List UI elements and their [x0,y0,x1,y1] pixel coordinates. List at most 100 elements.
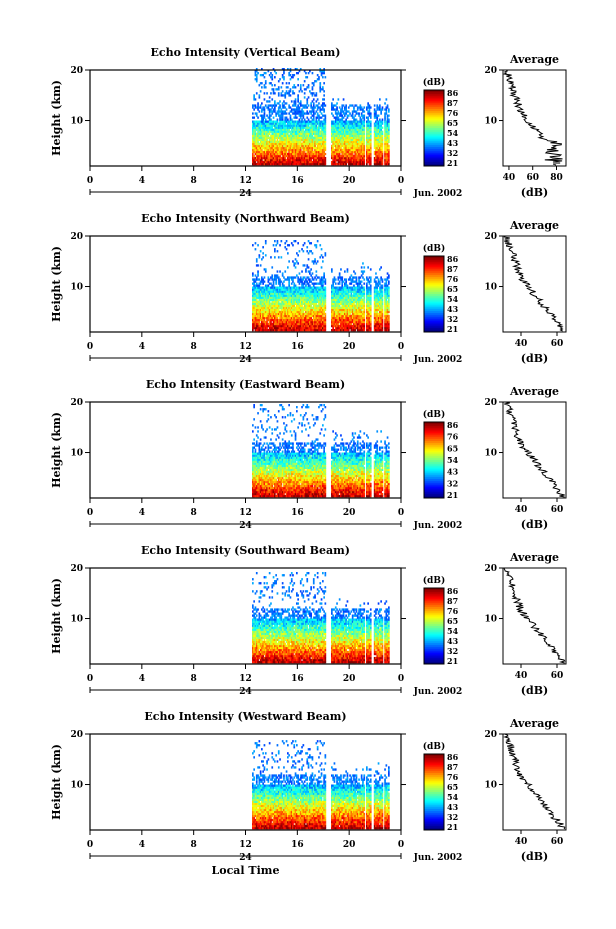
heatmap-cell [323,70,325,73]
heatmap-cell [298,70,301,73]
heatmap-cell [258,298,261,301]
heatmap-cell [252,304,254,307]
heatmap-cell [254,274,257,277]
heatmap-cell [296,138,298,141]
heatmap-cell [303,302,306,305]
heatmap-cell [314,298,316,301]
heatmap-cell [385,140,388,143]
heatmap-cell [253,142,255,146]
heatmap-cell [259,142,262,146]
heatmap-cell [324,322,327,326]
heatmap-cell [366,156,368,160]
heatmap-cell [333,126,336,129]
heatmap-cell [299,144,302,148]
heatmap-cell [298,286,301,289]
heatmap-cell [268,320,271,324]
heatmap-cell [341,132,344,135]
heatmap-cell [285,324,288,328]
heatmap-cell [279,144,281,148]
heatmap-cell [264,300,267,303]
heatmap-cell [259,282,262,285]
heatmap-cell [369,122,372,125]
heatmap-cell [318,326,320,330]
heatmap-cell [356,128,359,131]
heatmap-cell [261,298,263,301]
colorbar-tick-label: 54 [447,128,459,138]
heatmap-cell [305,308,307,312]
heatmap-cell [272,326,275,330]
heatmap-cell [276,300,279,303]
heatmap-cell [377,126,380,129]
heatmap-cell [299,130,302,133]
heatmap-cell [275,326,277,330]
heatmap-cell [294,132,297,135]
heatmap-cell [353,310,355,314]
heatmap-cell [257,138,259,141]
heatmap-cell [358,278,360,281]
heatmap-cell [292,300,294,303]
heatmap-cell [254,324,257,328]
heatmap-cell [323,134,325,137]
heatmap-cell [281,322,284,326]
heatmap-cell [297,152,299,156]
heatmap-cell [323,322,325,326]
heatmap-cell [266,100,268,103]
heatmap-cell [342,154,345,158]
heatmap-cell [345,160,347,164]
heatmap-cell [354,272,357,275]
heatmap-cell [305,106,307,109]
heatmap-cell [340,108,342,111]
heatmap-cell [307,128,310,131]
heatmap-cell [262,308,264,312]
heatmap-cell [345,130,347,133]
heatmap-cell [293,142,296,146]
heatmap-cell [261,86,263,89]
heatmap-cell [293,138,296,141]
colorbar-band [424,120,444,123]
heatmap-cell [368,158,371,162]
heatmap-cell [276,126,279,129]
heatmap-cell [277,148,280,152]
heatmap-cell [353,314,355,318]
heatmap-cell [312,138,315,141]
heatmap-cell [376,142,379,146]
heatmap-cell [332,136,334,139]
heatmap-cell [275,274,277,277]
heatmap-cell [294,302,297,305]
heatmap-cell [367,158,369,162]
heatmap-cell [338,324,341,328]
heatmap-cell [292,146,294,150]
heatmap-cell [288,156,290,160]
heatmap-cell [311,82,314,85]
heatmap-cell [293,282,296,285]
heatmap-cell [254,148,257,152]
heatmap-cell [275,294,277,297]
heatmap-cell [344,140,346,143]
heatmap-cell [338,142,341,146]
heatmap-cell [275,134,277,137]
heatmap-cell [319,156,322,160]
heatmap-cell [333,160,336,164]
heatmap-cell [360,112,363,115]
heatmap-cell [342,296,345,299]
heatmap-cell [347,163,350,166]
heatmap-cell [305,298,307,301]
heatmap-cell [311,318,314,322]
heatmap-cell [332,158,334,162]
heatmap-cell [280,134,283,137]
heatmap-cell [368,152,371,156]
heatmap-cell [341,298,344,301]
heatmap-cell [332,292,334,295]
heatmap-cell [254,248,257,251]
heatmap-cell [338,124,341,127]
heatmap-cell [289,163,292,166]
heatmap-cell [289,134,292,137]
heatmap-cell [297,134,299,137]
heatmap-cell [306,300,309,303]
heatmap-cell [297,314,299,318]
heatmap-cell [274,158,276,162]
heatmap-cell [347,128,350,131]
heatmap-cell [303,324,306,328]
heatmap-cell [322,288,324,291]
heatmap-cell [262,326,264,330]
